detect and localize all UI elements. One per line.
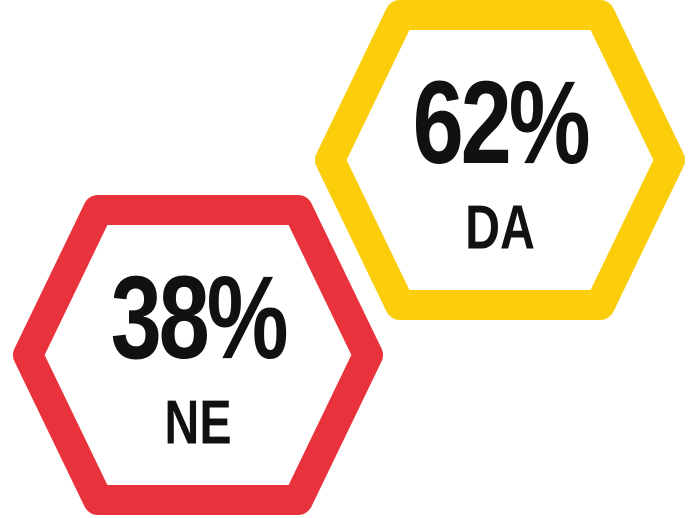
category-label: NE	[164, 388, 231, 457]
value-label: 38%	[111, 252, 287, 384]
value-label: 62%	[413, 57, 589, 189]
label-group: 62%DA	[413, 57, 592, 262]
label-group: 38%NE	[111, 252, 290, 457]
hexagon	[13, 195, 383, 515]
hexagon	[315, 0, 685, 320]
category-label: DA	[465, 193, 535, 262]
